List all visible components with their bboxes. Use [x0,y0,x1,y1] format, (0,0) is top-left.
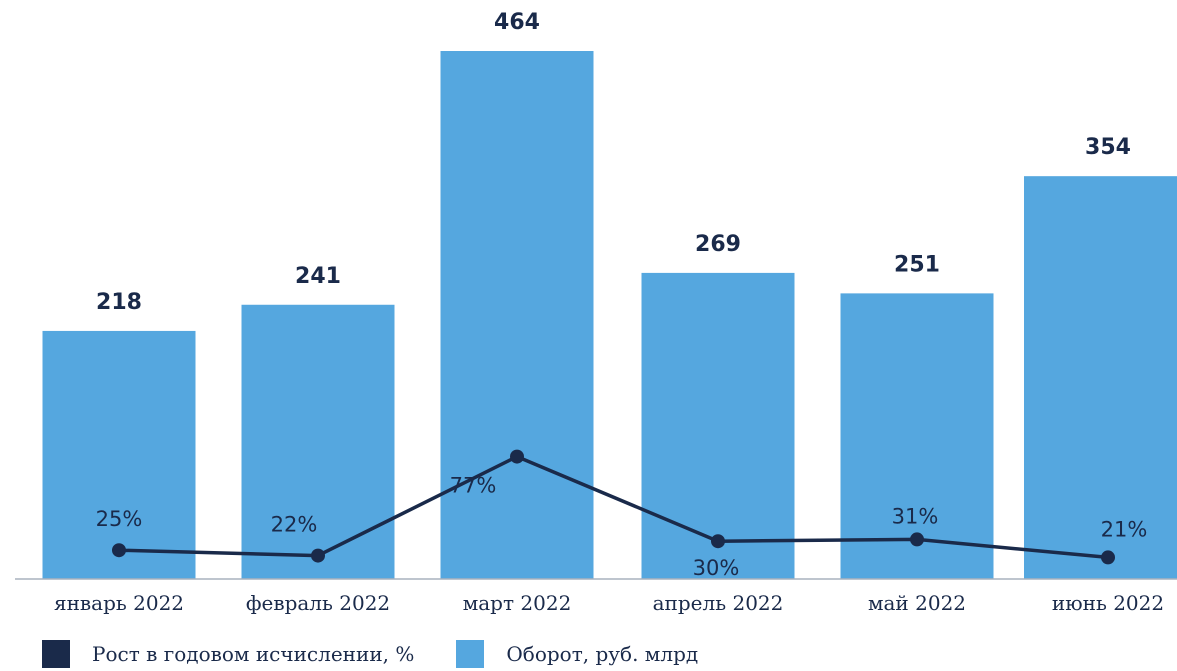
growth-value-label: 22% [271,513,318,537]
legend-swatch-growth [42,640,70,668]
growth-point-1 [112,543,126,558]
bar-value-label: 464 [494,10,540,35]
growth-point-5 [910,532,924,547]
bar-2 [241,304,395,579]
bar-value-label: 241 [295,264,341,289]
bar-value-label: 269 [695,232,741,257]
bar-series-turnover [42,51,1177,579]
x-tick-label: март 2022 [463,591,572,615]
growth-point-6 [1101,550,1115,565]
line-value-labels: 25% 22% 77% 30% 31% 21% [96,474,1148,581]
line-series-growth [112,449,1115,565]
legend-swatch-turnover [456,640,485,668]
combo-chart: 218 241 464 269 251 354 январь 2022 февраль 20… [15,10,1177,615]
bar-3 [440,51,594,579]
x-tick-label: июнь 2022 [1052,591,1164,615]
growth-value-label: 31% [892,504,939,528]
growth-value-label: 21% [1101,517,1148,541]
bar-1 [42,330,196,579]
x-tick-label: апрель 2022 [653,591,784,615]
x-tick-label: май 2022 [868,591,966,615]
bar-value-labels: 218 241 464 269 251 354 [96,10,1131,315]
bar-value-label: 218 [96,290,142,315]
bar-5 [840,293,994,579]
bar-value-label: 354 [1085,135,1131,160]
legend-item-growth: Рост в годовом исчислении, % [42,640,414,668]
growth-value-label: 25% [96,507,143,531]
legend-label-growth: Рост в годовом исчислении, % [92,642,415,666]
x-axis-tick-labels: январь 2022 февраль 2022 март 2022 апрель 2… [54,591,1164,615]
bar-4 [641,272,795,579]
growth-point-4 [711,534,725,549]
growth-point-2 [311,548,325,563]
bar-6 [1024,176,1177,579]
legend-label-turnover: Оборот, руб. млрд [506,642,699,666]
x-tick-label: февраль 2022 [246,591,390,615]
legend-item-turnover: Оборот, руб. млрд [456,640,698,668]
bar-value-label: 251 [894,252,940,277]
growth-point-3 [510,449,524,464]
growth-value-label: 30% [693,556,740,580]
growth-value-label: 77% [450,474,497,498]
growth-line-path [118,454,1109,560]
legend: Рост в годовом исчислении, % Оборот, руб… [42,640,740,668]
x-tick-label: январь 2022 [54,591,184,615]
